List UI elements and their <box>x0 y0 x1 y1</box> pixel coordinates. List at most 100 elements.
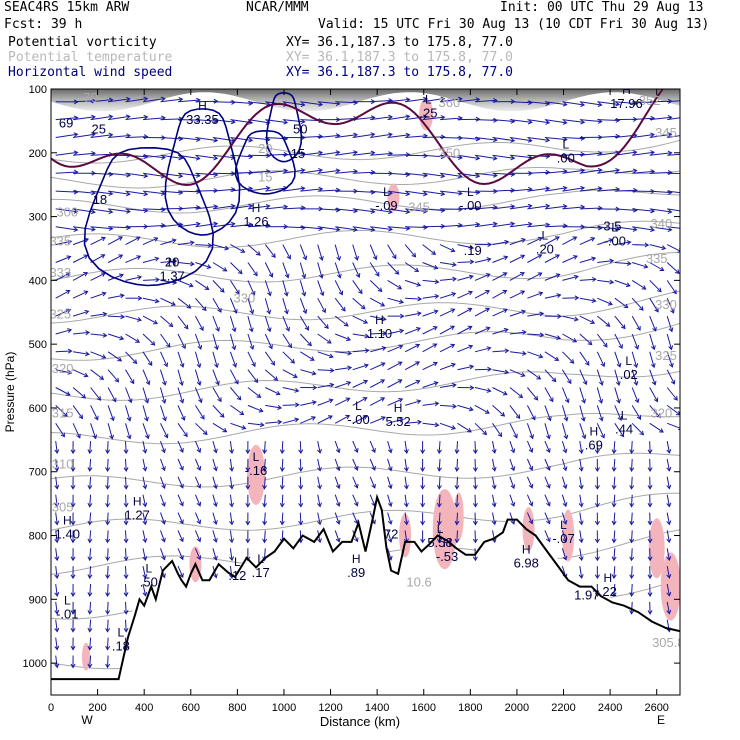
extremum-value: .44 <box>615 421 633 436</box>
wind-vector <box>107 566 109 579</box>
wind-vector <box>666 351 673 368</box>
wind-vector-head <box>105 592 111 597</box>
extremum-value: 1.37 <box>159 268 184 283</box>
wind-vector-head <box>387 448 393 454</box>
extremum-value: .20 <box>536 242 554 257</box>
wind-vector <box>230 404 244 416</box>
wind-vector <box>527 101 550 105</box>
wind-vector-head <box>102 311 108 317</box>
wind-vector <box>631 494 633 507</box>
wind-vector <box>264 262 273 278</box>
wind-vector-head <box>468 290 473 296</box>
wind-vector-head <box>54 484 60 490</box>
wind-vector-head <box>611 520 617 526</box>
wind-vector-head <box>137 295 143 301</box>
wind-vector <box>387 361 403 371</box>
wind-vector-head <box>381 346 387 351</box>
wind-vector <box>613 583 616 597</box>
wind-vector-head <box>633 381 639 386</box>
wind-vector-head <box>394 270 400 275</box>
wind-vector <box>281 441 284 454</box>
wind-vector-head <box>581 398 586 404</box>
wind-vector <box>72 238 89 246</box>
wind-vector-head <box>123 592 129 597</box>
wind-vector <box>107 423 113 439</box>
wind-vector <box>195 119 218 122</box>
wind-vector-head <box>504 369 510 375</box>
wind-vector <box>509 254 525 263</box>
x-axis-label: Distance (km) <box>320 714 400 729</box>
wind-vector-head <box>666 520 672 526</box>
wind-vector <box>229 298 237 314</box>
wind-vector <box>229 458 233 471</box>
wind-vector <box>300 135 323 138</box>
wind-vector-head <box>161 466 166 472</box>
wind-vector-head <box>311 400 317 405</box>
wind-vector <box>492 512 496 525</box>
wind-vector <box>579 226 602 229</box>
wind-vector <box>666 583 670 596</box>
wind-vector-head <box>279 520 285 526</box>
wind-vector-head <box>248 203 254 209</box>
wind-vector <box>352 190 375 193</box>
wind-vector <box>474 387 491 392</box>
wind-vector-head <box>67 239 73 245</box>
wind-vector-head <box>685 133 689 137</box>
wind-vector <box>666 369 675 385</box>
wind-vector-head <box>292 373 298 378</box>
wind-vector <box>666 566 670 578</box>
extremum-marker: H <box>252 201 261 215</box>
wind-vector-head <box>200 414 205 420</box>
wind-vector <box>526 458 533 471</box>
wind-vector-head <box>168 322 174 328</box>
wind-vector <box>317 399 333 406</box>
wind-vector <box>666 548 670 561</box>
wind-vector <box>142 279 160 281</box>
wind-vector-head <box>127 398 133 404</box>
wind-vector <box>229 315 236 332</box>
wind-vector-head <box>502 289 508 295</box>
extremum-marker: L <box>437 522 444 536</box>
wind-vector-head <box>91 226 96 232</box>
wind-vector-head <box>629 610 635 615</box>
wind-vector <box>369 379 385 388</box>
wind-vector <box>282 101 305 106</box>
wind-vector-head <box>161 207 166 213</box>
extremum-marker: L <box>467 185 474 199</box>
wind-vector <box>125 190 148 195</box>
wind-vector-head <box>467 307 473 313</box>
wind-vector <box>300 152 323 156</box>
wind-vector <box>438 458 441 471</box>
wind-vector-head <box>647 538 653 544</box>
wind-vector-head <box>112 397 117 403</box>
init-time: Init: 00 UTC Thu 29 Aug 13 <box>500 0 704 15</box>
wind-vector <box>125 116 148 121</box>
wind-vector <box>439 244 455 252</box>
wind-vector-head <box>341 306 346 312</box>
wind-vector-head <box>641 285 647 290</box>
wind-vector <box>247 224 270 228</box>
wind-vector <box>405 172 428 177</box>
wind-vector <box>422 381 438 388</box>
wind-vector-head <box>253 271 258 277</box>
wind-vector-head <box>651 380 657 386</box>
wind-vector <box>422 172 445 177</box>
x-tick-label: 2200 <box>551 702 575 714</box>
wind-vector-head <box>309 356 315 361</box>
extremum-value: 1.10 <box>367 326 392 341</box>
wind-vector-head <box>600 433 605 439</box>
wind-vector <box>562 119 585 123</box>
wind-vector <box>160 239 176 246</box>
wind-vector <box>614 151 637 156</box>
extremum-value: 1.40 <box>55 527 80 542</box>
wind-vector <box>370 315 386 320</box>
wind-vector <box>544 236 560 246</box>
wind-vector <box>544 137 567 141</box>
y-tick-label: 700 <box>29 467 47 479</box>
wind-vector <box>247 298 254 314</box>
wind-vector <box>632 262 648 268</box>
wind-vector <box>264 333 273 349</box>
theta-contour-line <box>51 251 680 283</box>
wind-vector-head <box>329 382 335 388</box>
pv-shade-blob <box>387 183 400 212</box>
